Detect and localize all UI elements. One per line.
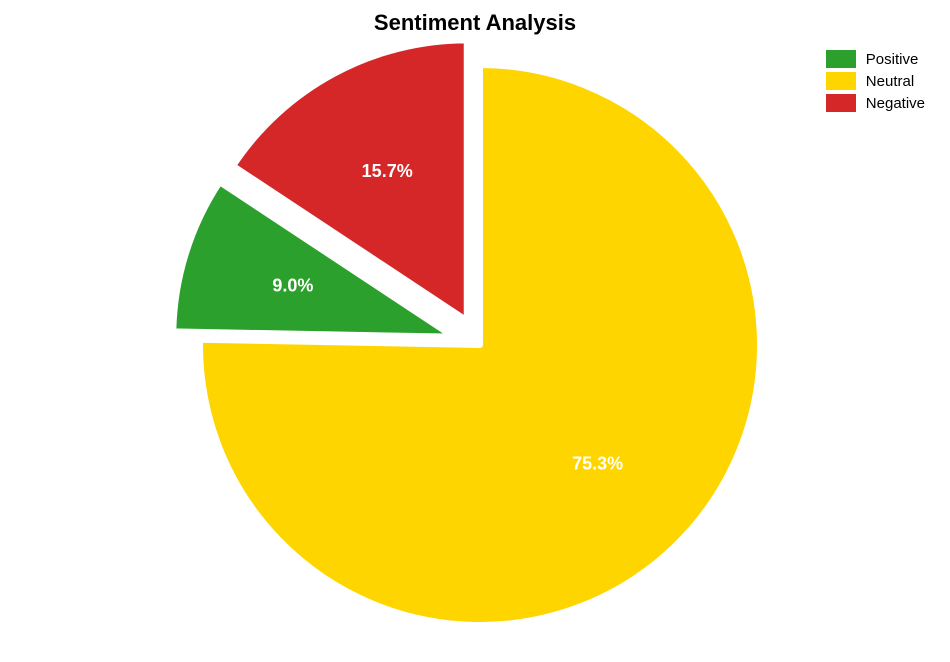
legend-swatch-neutral — [826, 72, 856, 90]
legend-label-negative: Negative — [866, 95, 925, 112]
sentiment-pie-chart: Sentiment Analysis 15.7%9.0%75.3% Positi… — [0, 0, 950, 662]
slice-label-positive: 9.0% — [272, 276, 313, 296]
legend: Positive Neutral Negative — [826, 50, 925, 116]
pie-svg: 15.7% 9.0% 75.3% — [0, 0, 950, 662]
legend-swatch-positive — [826, 50, 856, 68]
legend-item-positive: Positive — [826, 50, 925, 68]
legend-label-neutral: Neutral — [866, 73, 914, 90]
legend-item-negative: Negative — [826, 94, 925, 112]
slice-label-negative: 15.7% — [362, 161, 413, 181]
slice-label-neutral: 75.3% — [572, 454, 623, 474]
legend-item-neutral: Neutral — [826, 72, 925, 90]
legend-label-positive: Positive — [866, 51, 919, 68]
legend-swatch-negative — [826, 94, 856, 112]
